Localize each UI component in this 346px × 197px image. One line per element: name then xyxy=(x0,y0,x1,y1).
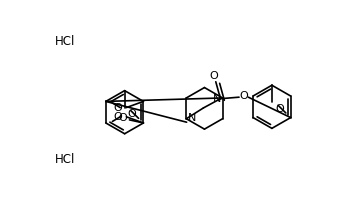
Text: O: O xyxy=(275,104,284,114)
Text: O: O xyxy=(114,103,122,112)
Text: N: N xyxy=(188,113,196,123)
Text: O: O xyxy=(239,91,248,101)
Text: O: O xyxy=(114,112,122,122)
Text: O: O xyxy=(128,109,136,119)
Text: HCl: HCl xyxy=(55,35,76,48)
Text: O: O xyxy=(118,113,127,123)
Text: HCl: HCl xyxy=(55,153,76,166)
Text: O: O xyxy=(210,71,219,81)
Text: N: N xyxy=(213,94,221,104)
